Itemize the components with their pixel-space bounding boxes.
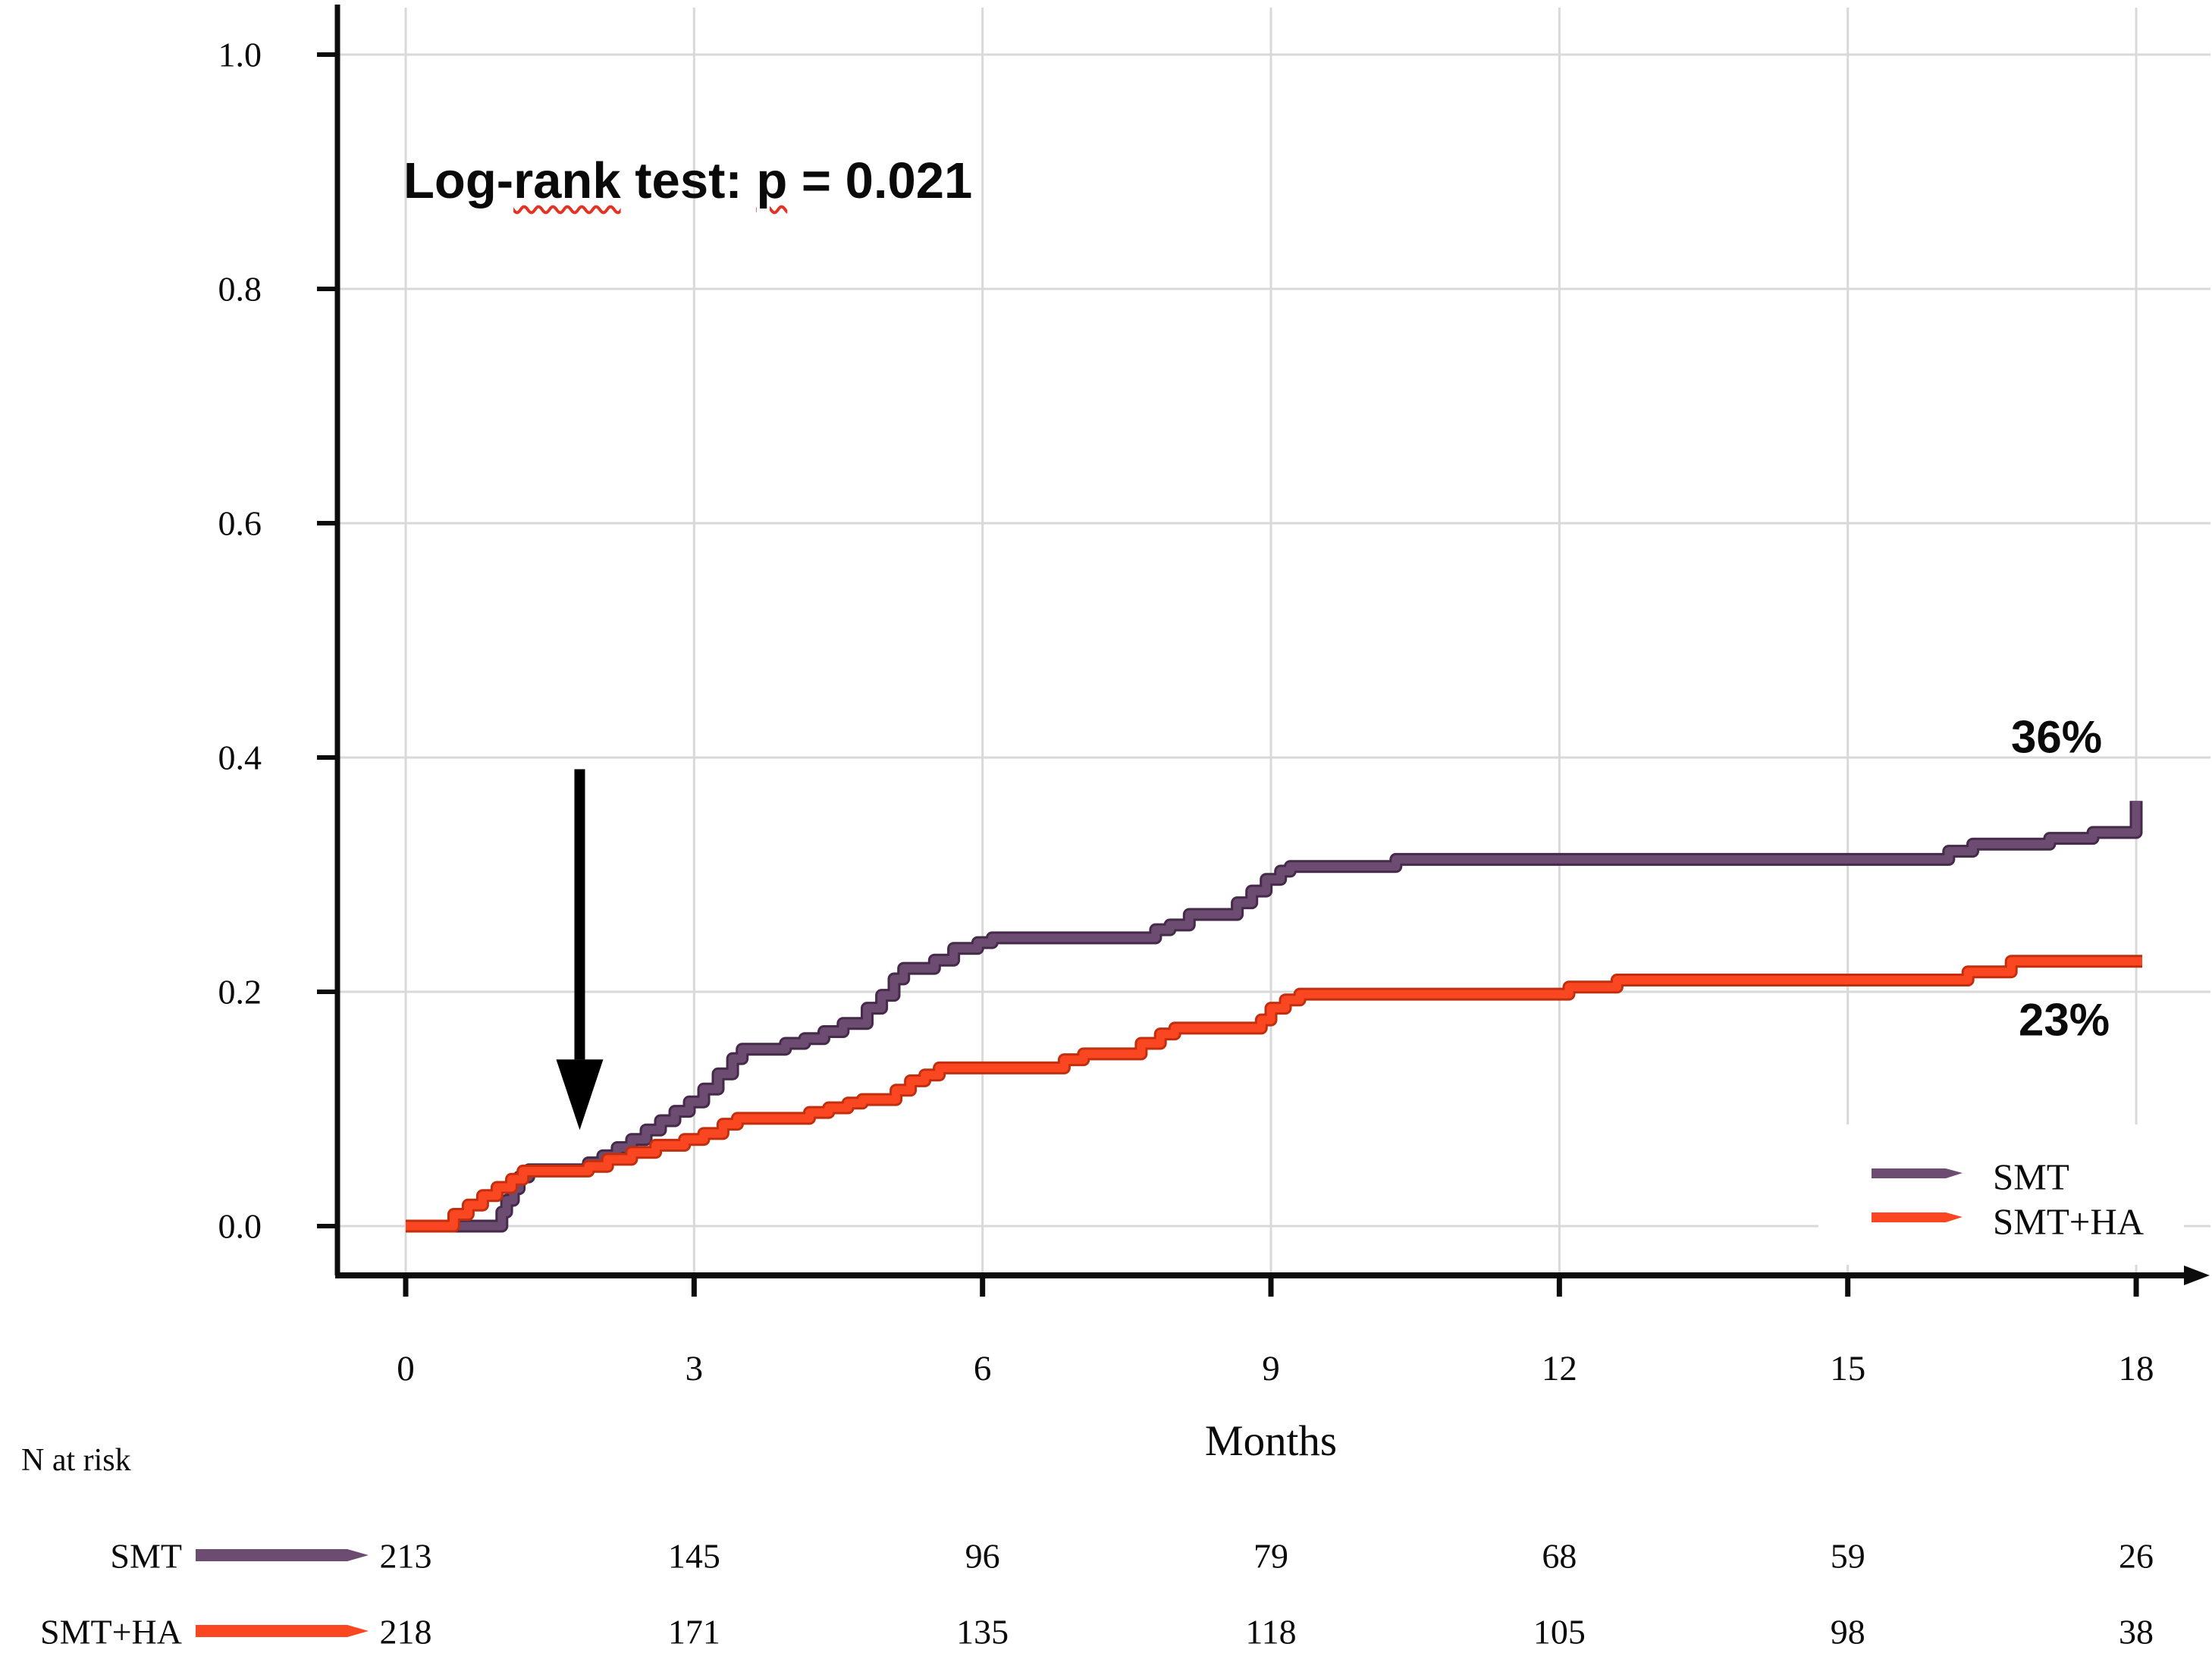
risk-count: 118 <box>1245 1612 1297 1651</box>
legend-swatches <box>1872 1168 1963 1222</box>
risk-count: 59 <box>1830 1536 1865 1576</box>
legend-label-smt: SMT <box>1993 1156 2069 1198</box>
risk-count: 96 <box>965 1536 1000 1576</box>
legend-background <box>1818 1124 2184 1265</box>
y-tick-label: 0.8 <box>218 269 262 309</box>
x-tick-label: 9 <box>1262 1349 1280 1388</box>
risk-line-smt <box>196 1549 369 1561</box>
y-tick-label: 0.4 <box>218 738 262 777</box>
y-tick-label: 0.0 <box>218 1206 262 1246</box>
annotation-text: Log- <box>403 152 514 209</box>
x-tick-label: 12 <box>1541 1349 1577 1388</box>
y-tick-label: 1.0 <box>218 35 262 74</box>
risk-count: 68 <box>1542 1536 1577 1576</box>
y-tick-label: 0.6 <box>218 503 262 543</box>
annotation-text-wavy: rank <box>513 152 621 209</box>
axes <box>317 5 2210 1297</box>
annotation-text: = 0.021 <box>787 152 973 209</box>
risk-count: 98 <box>1830 1612 1865 1651</box>
curve-SMT+HA <box>406 957 2142 1231</box>
risk-count: 38 <box>2119 1612 2154 1651</box>
legend-line-smt <box>1872 1168 1963 1178</box>
smtha-end-percent-label: 23% <box>2018 994 2110 1046</box>
risk-count: 171 <box>667 1612 720 1651</box>
risk-count: 135 <box>956 1612 1009 1651</box>
risk-count: 145 <box>667 1536 720 1576</box>
annotation-text: test: <box>620 152 757 209</box>
legend-label-smtha: SMT+HA <box>1993 1200 2145 1243</box>
arrow-shaft <box>574 769 585 1060</box>
gridlines <box>337 8 2210 1275</box>
annotation-text-wavy: p <box>756 152 788 209</box>
x-tick-label: 15 <box>1830 1349 1866 1388</box>
risk-count: 213 <box>379 1536 432 1576</box>
down-arrow-annotation <box>556 769 604 1131</box>
x-axis-title: Months <box>1204 1417 1338 1465</box>
risk-row-label-smtha: SMT+HA <box>40 1612 182 1651</box>
x-tick-label: 3 <box>685 1349 704 1388</box>
risk-line-smtha <box>196 1625 369 1637</box>
x-axis-arrowhead <box>2184 1266 2210 1285</box>
legend-line-smtha <box>1872 1212 1963 1222</box>
risk-row-label-smt: SMT <box>110 1536 182 1576</box>
smt-end-percent-label: 36% <box>2010 711 2103 763</box>
risk-count: 26 <box>2119 1536 2154 1576</box>
risk-count: 105 <box>1533 1612 1586 1651</box>
risk-table-title: N at risk <box>21 1443 131 1478</box>
arrow-head <box>556 1059 604 1131</box>
log-rank-annotation: Log-rank test: p = 0.021 <box>403 152 972 210</box>
risk-count: 79 <box>1253 1536 1289 1576</box>
y-tick-label: 0.2 <box>218 972 262 1012</box>
x-tick-label: 18 <box>2118 1349 2154 1388</box>
risk-table-swatches <box>196 1549 369 1637</box>
risk-count: 218 <box>379 1612 432 1651</box>
survival-curves <box>406 801 2143 1233</box>
x-tick-label: 6 <box>973 1349 992 1388</box>
x-tick-label: 0 <box>397 1349 415 1388</box>
